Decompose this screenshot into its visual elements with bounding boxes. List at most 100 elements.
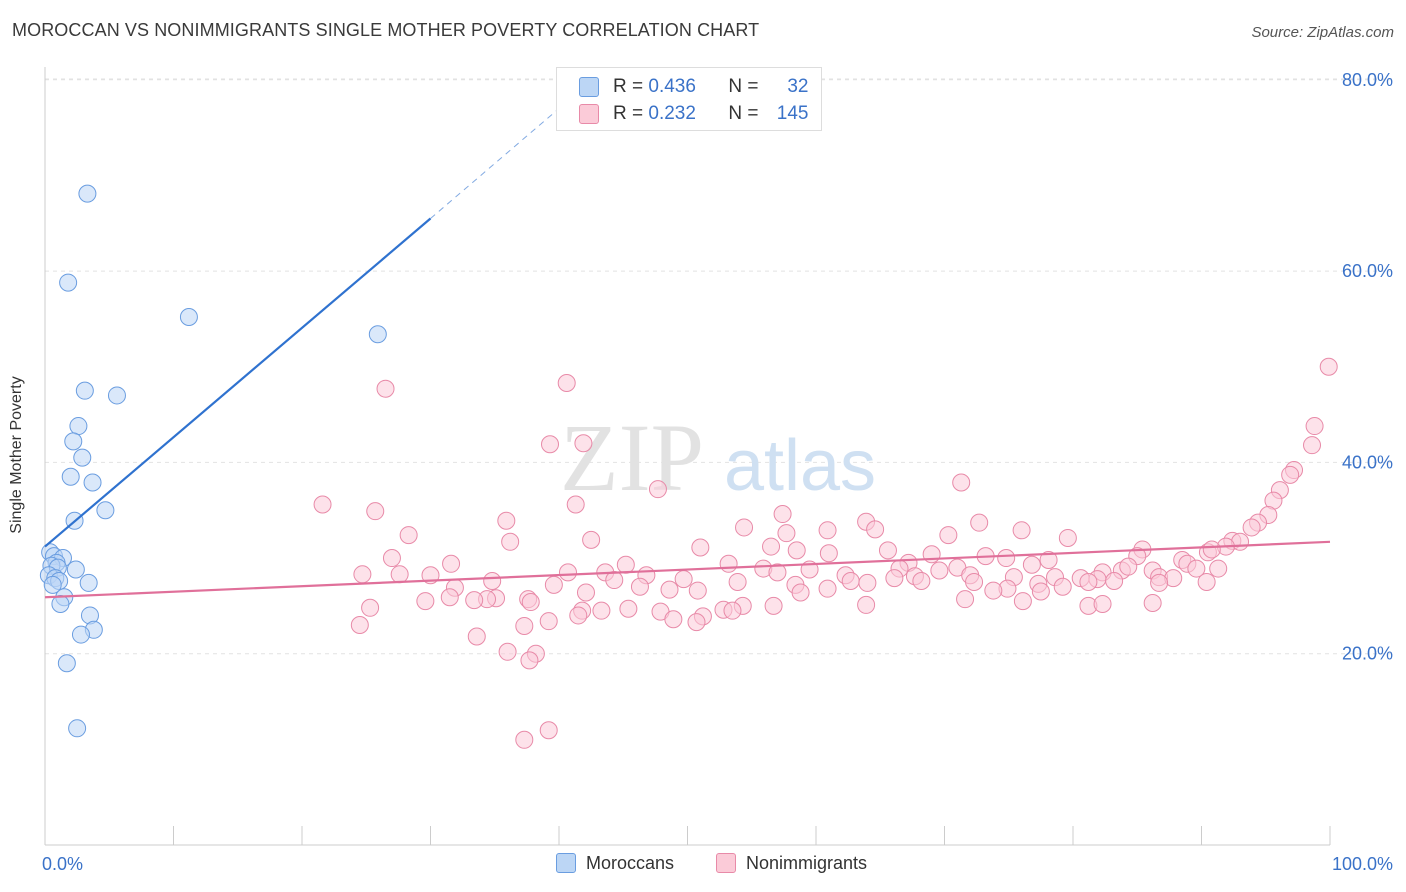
- nonimmigrants-point: [791, 583, 810, 602]
- correlation-legend: R = 0.436 N = 32 R = 0.232 N = 145: [556, 67, 822, 131]
- nonimmigrants-point: [1079, 572, 1098, 591]
- nonimmigrants-point: [630, 577, 649, 596]
- nonimmigrants-point: [1202, 540, 1221, 559]
- moroccans-point: [75, 381, 94, 400]
- bottom-legend-moroccans: Moroccans: [556, 850, 674, 876]
- nonimmigrants-point: [520, 651, 539, 670]
- nonimmigrants-point: [764, 596, 783, 615]
- nonimmigrants-point: [1012, 521, 1031, 540]
- nonimmigrants-point: [539, 721, 558, 740]
- x-tick-label: 100.0%: [1332, 854, 1393, 874]
- nonimmigrants-point: [1039, 550, 1058, 569]
- nonimmigrants-point: [1187, 559, 1206, 578]
- nonimmigrants-point: [956, 590, 975, 609]
- nonimmigrants-point: [857, 595, 876, 614]
- legend-r-label: R =: [613, 103, 644, 124]
- nonimmigrants-point: [1281, 465, 1300, 484]
- nonimmigrants-point: [390, 565, 409, 584]
- nonimmigrants-point: [619, 599, 638, 618]
- legend-row-moroccans: R = 0.436 N = 32: [579, 74, 809, 100]
- nonimmigrants-point: [558, 563, 577, 582]
- axes: [44, 67, 1331, 846]
- moroccans-point: [61, 467, 80, 486]
- nonimmigrants-point: [885, 569, 904, 588]
- nonimmigrants-point: [1105, 572, 1124, 591]
- nonimmigrants-point: [773, 505, 792, 524]
- moroccans-point: [79, 573, 98, 592]
- tick-labels: 20.0% 40.0% 60.0% 80.0% 0.0% 100.0%: [42, 70, 1393, 874]
- nonimmigrants-point: [467, 627, 486, 646]
- x-tick-label: 0.0%: [42, 854, 83, 874]
- moroccans-point: [69, 417, 88, 436]
- nonimmigrants-point: [1319, 357, 1338, 376]
- nonimmigrants-point: [498, 642, 517, 661]
- moroccans-point: [73, 448, 92, 467]
- moroccans-trend-line: [44, 217, 432, 548]
- nonimmigrants-point: [728, 572, 747, 591]
- moroccans-point: [179, 308, 198, 327]
- legend-n-value: 32: [787, 76, 809, 97]
- nonimmigrants-point: [515, 616, 534, 635]
- nonimmigrants-point: [544, 575, 563, 594]
- nonimmigrants-trend-line: [44, 540, 1331, 599]
- nonimmigrants-point: [465, 591, 484, 610]
- nonimmigrants-point: [416, 592, 435, 611]
- nonimmigrants-point: [952, 473, 971, 492]
- nonimmigrants-point: [1209, 559, 1228, 578]
- nonimmigrants-point: [965, 572, 984, 591]
- nonimmigrants-point: [616, 555, 635, 574]
- nonimmigrants-point: [648, 480, 667, 499]
- moroccans-points: [39, 184, 387, 738]
- moroccans-point: [107, 386, 126, 405]
- nonimmigrants-point: [515, 730, 534, 749]
- nonimmigrants-point: [841, 572, 860, 591]
- nonimmigrants-point: [399, 526, 418, 545]
- nonimmigrants-point: [674, 570, 693, 589]
- moroccans-point: [57, 654, 76, 673]
- nonimmigrants-point: [768, 563, 787, 582]
- nonimmigrants-point: [691, 538, 710, 557]
- nonimmigrants-point: [687, 613, 706, 632]
- legend-r-label: R =: [613, 76, 644, 97]
- nonimmigrants-point: [970, 513, 989, 532]
- moroccans-point: [66, 560, 85, 579]
- chart-title: MOROCCAN VS NONIMMIGRANTS SINGLE MOTHER …: [12, 20, 760, 40]
- nonimmigrants-point: [1303, 436, 1322, 455]
- nonimmigrants-point: [576, 583, 595, 602]
- nonimmigrants-point: [818, 579, 837, 598]
- nonimmigrants-point: [688, 581, 707, 600]
- nonimmigrants-point: [483, 572, 502, 591]
- nonimmigrants-point: [353, 565, 372, 584]
- nonimmigrants-point: [762, 537, 781, 556]
- legend-n-label: N =: [728, 76, 759, 97]
- y-axis-label: Single Mother Poverty: [8, 376, 25, 534]
- legend-n-label: N =: [728, 103, 759, 124]
- nonimmigrants-point: [1058, 528, 1077, 547]
- moroccans-point: [71, 625, 90, 644]
- legend-row-nonimmigrants: R = 0.232 N = 145: [579, 101, 809, 127]
- nonimmigrants-point: [497, 511, 516, 530]
- nonimmigrants-point: [866, 520, 885, 539]
- legend-swatch-nonimmigrants: [579, 104, 599, 124]
- nonimmigrants-point: [566, 495, 585, 514]
- nonimmigrants-point: [557, 374, 576, 393]
- trend-lines: [44, 86, 1331, 599]
- nonimmigrants-point: [361, 598, 380, 617]
- nonimmigrants-point: [1031, 582, 1050, 601]
- nonimmigrants-point: [1242, 518, 1261, 537]
- watermark: ZIP atlas: [560, 404, 876, 511]
- watermark-zip: ZIP: [560, 404, 704, 511]
- nonimmigrants-point: [660, 580, 679, 599]
- nonimmigrants-point: [366, 502, 385, 521]
- nonimmigrants-point: [376, 379, 395, 398]
- nonimmigrants-point: [1013, 592, 1032, 611]
- nonimmigrants-points: [313, 357, 1338, 749]
- moroccans-point: [43, 575, 62, 594]
- nonimmigrants-point: [313, 495, 332, 514]
- moroccans-point: [78, 184, 97, 203]
- nonimmigrants-point: [582, 530, 601, 549]
- y-tick-label: 80.0%: [1342, 70, 1393, 90]
- nonimmigrants-point: [1053, 577, 1072, 596]
- nonimmigrants-point: [440, 588, 459, 607]
